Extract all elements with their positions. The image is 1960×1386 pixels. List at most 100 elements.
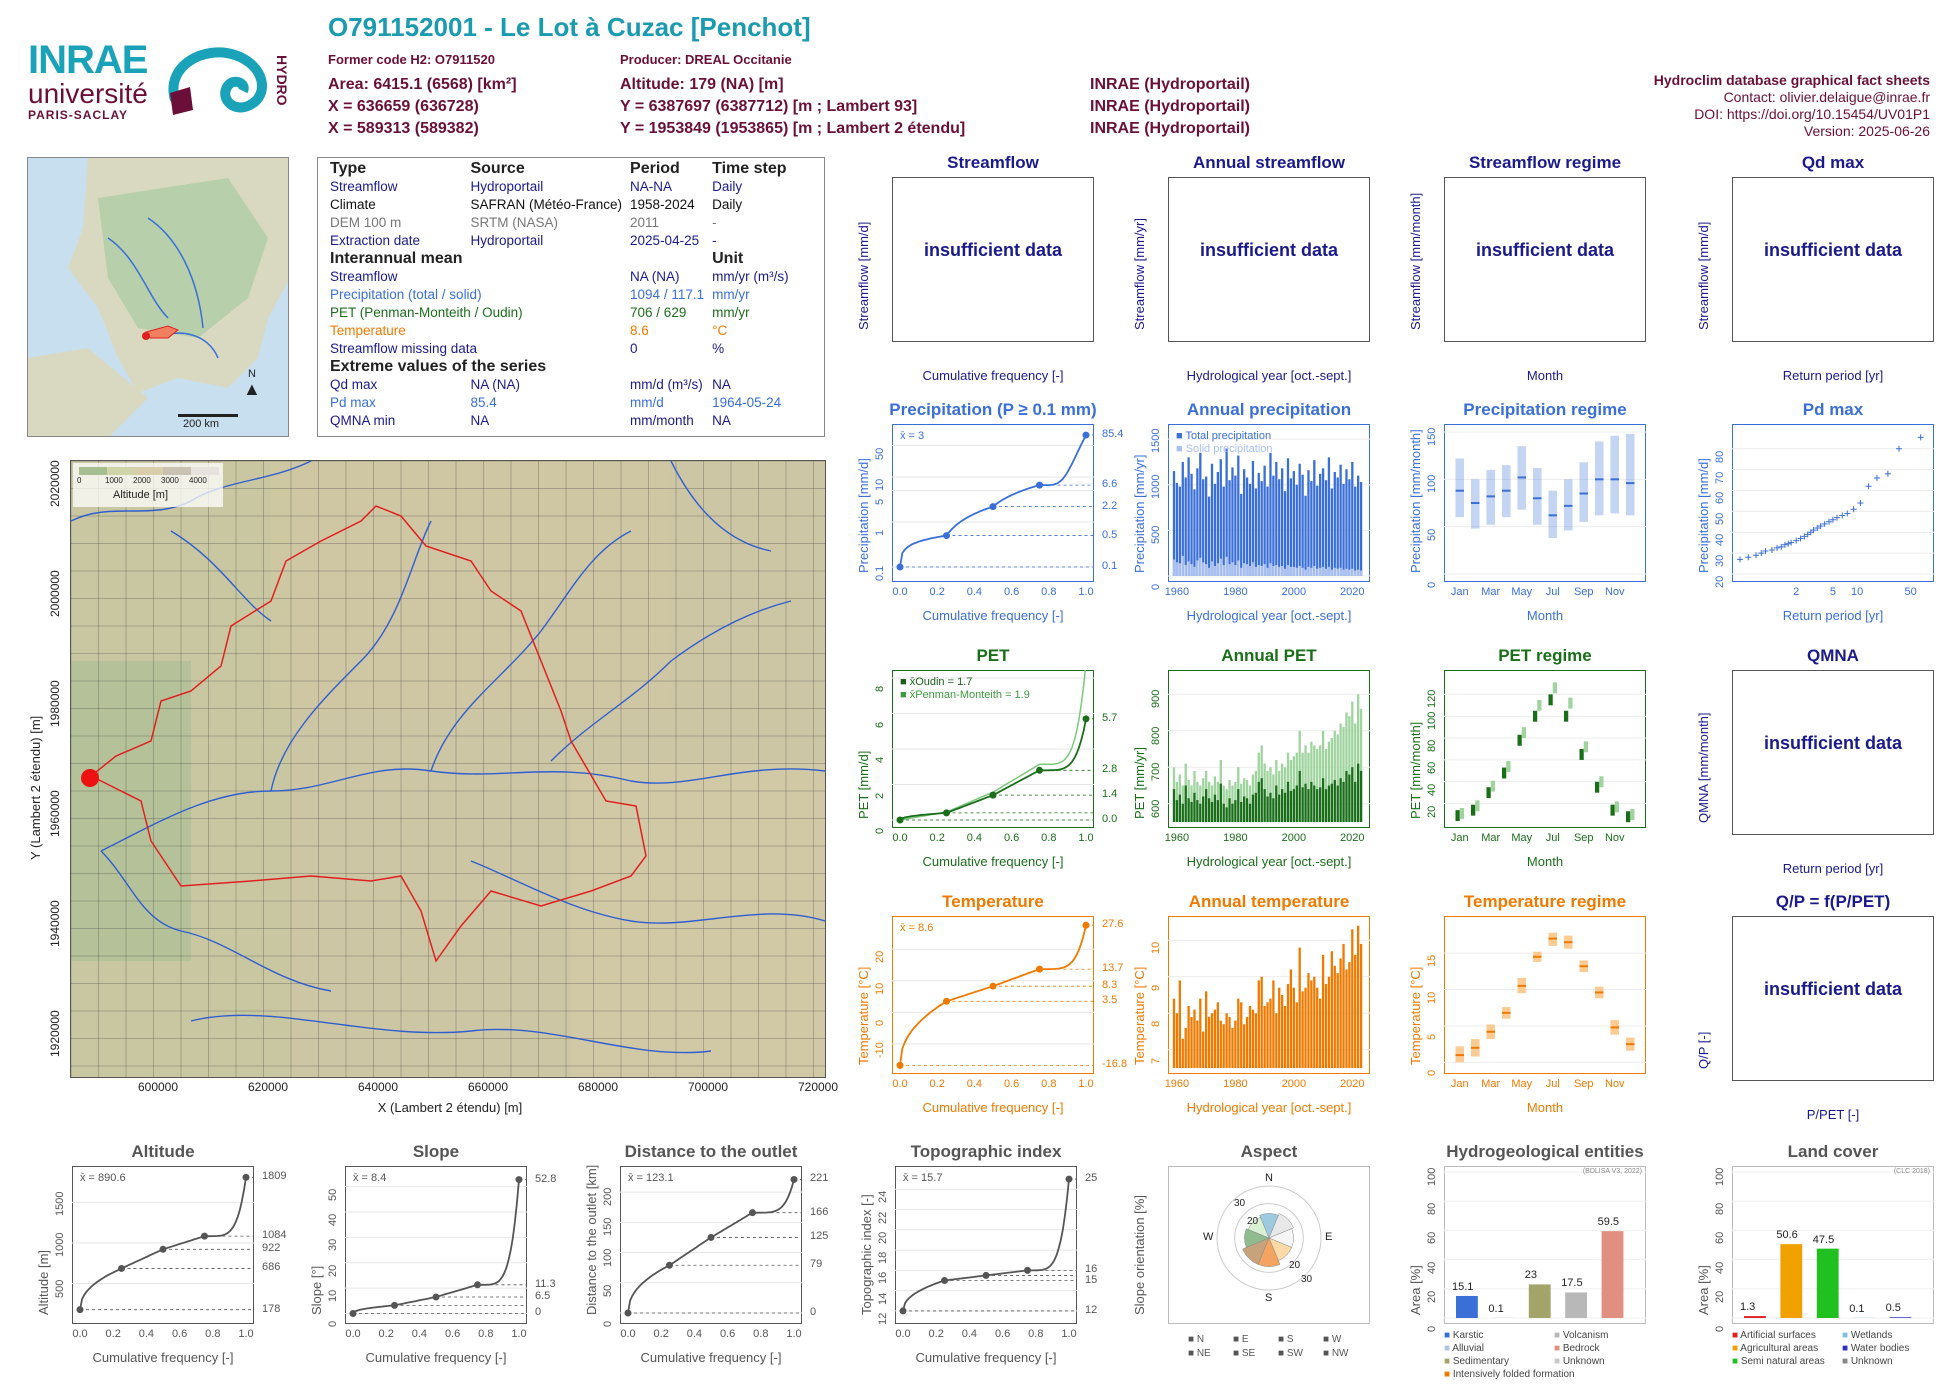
map-xtick: 660000 xyxy=(467,1080,509,1094)
pet_regime-box xyxy=(1532,710,1538,722)
slope-xtick: 0.8 xyxy=(478,1328,494,1340)
annual_temp-xtick: 1960 xyxy=(1164,1078,1190,1090)
q_p-ylabel: Q/P [-] xyxy=(1696,1031,1711,1069)
catchment-boundary xyxy=(89,505,647,963)
annual_streamflow-panel: Annual streamflow Hydrological year [oct.… xyxy=(1132,153,1370,383)
annual_precip-bar xyxy=(1354,486,1357,576)
annual_pet-xtick: 1980 xyxy=(1223,832,1248,844)
distance-right-label: 79 xyxy=(810,1258,823,1271)
legend-label: Artificial surfaces xyxy=(1740,1330,1816,1341)
pd-max-point xyxy=(1865,483,1872,490)
temp_regime-xtick: Mar xyxy=(1481,1078,1501,1090)
annual_temp-bar xyxy=(1330,951,1333,1068)
mean-row: PET (Penman-Monteith / Oudin) 706 / 629 mm… xyxy=(326,304,793,322)
annual_precip-xlabel: Hydrological year [oct.-sept.] xyxy=(1186,608,1352,623)
slope-marker xyxy=(349,1309,357,1317)
annual_precip-bar xyxy=(1260,481,1263,576)
annual_temp-bar xyxy=(1251,1009,1255,1068)
annual_temp-bar xyxy=(1184,1027,1187,1068)
hydrogeo-note: (BDLISA V3, 2022) xyxy=(1582,1168,1642,1175)
precip_regime-panel: Precipitation regime Month Precipitation [… xyxy=(1408,400,1646,623)
annual_pet-bar xyxy=(1190,801,1193,822)
extreme-header: Extreme values of the series xyxy=(326,358,793,376)
map-ytick: 2000000 xyxy=(48,570,62,617)
info-row-cell: DEM 100 m xyxy=(330,215,402,230)
qmna-title: QMNA xyxy=(1807,646,1859,665)
slope-ytick: 40 xyxy=(327,1213,339,1227)
slope-ytick: 10 xyxy=(327,1289,339,1303)
pd-max-point xyxy=(1774,544,1781,551)
distance-right-label: 221 xyxy=(810,1172,829,1185)
slope-right-label: 11.3 xyxy=(535,1277,556,1290)
annual_streamflow-xlabel: Hydrological year [oct.-sept.] xyxy=(1186,368,1352,383)
annual_precip-bar xyxy=(1281,468,1284,576)
pd-max-point xyxy=(1801,533,1808,540)
precip_cdf-xtick: 0.2 xyxy=(929,586,945,598)
altitude-legend: 0 1000 2000 3000 4000 Altitude [m] xyxy=(73,463,223,507)
annual_precip-bar xyxy=(1222,565,1225,576)
topo-ylabel: Topographic index [-] xyxy=(859,1194,874,1315)
pd-max-point xyxy=(1917,434,1924,441)
distance-ytick: 200 xyxy=(602,1187,614,1207)
hydrogeo-legend-item: ■ Karstic xyxy=(1444,1330,1483,1341)
q_p-frame xyxy=(1732,916,1934,1081)
hydrogeo-legend-item: ■ Unknown xyxy=(1554,1356,1605,1367)
pet_cdf-xtick: 1.0 xyxy=(1078,832,1094,844)
landcover-bar-label: 1.3 xyxy=(1740,1301,1756,1314)
mean-unit: °C xyxy=(712,323,728,338)
precip_cdf-xtick: 1.0 xyxy=(1078,586,1094,598)
topo-marker xyxy=(941,1277,948,1284)
precip_cdf-xtick: 0.8 xyxy=(1041,586,1057,598)
altitude-marker xyxy=(242,1173,250,1181)
annual_precip-bar xyxy=(1202,562,1205,576)
annual_precip-bar xyxy=(1205,564,1208,576)
annual_precip-bar xyxy=(1359,570,1363,576)
streamflow-panel: Streamflow Cumulative frequency [-] Stream… xyxy=(856,153,1094,383)
annual_precip-bar xyxy=(1316,568,1319,576)
annual_temp-bar xyxy=(1213,1009,1217,1068)
legend-swatch: ■ xyxy=(1444,1356,1453,1367)
hydrogeo-bar xyxy=(1565,1292,1588,1318)
temp_regime-xlabel: Month xyxy=(1526,1100,1564,1115)
annual_temp-bar xyxy=(1327,976,1331,1068)
annual_temp-bar xyxy=(1205,991,1208,1068)
mean-header-cell xyxy=(626,250,708,268)
annual_precip-bar xyxy=(1225,556,1228,576)
page-title: O791152001 - Le Lot à Cuzac [Penchot] xyxy=(328,12,811,42)
annual_pet-bar xyxy=(1333,730,1336,822)
pet_regime-box xyxy=(1537,699,1542,711)
annual_precip-bar xyxy=(1313,460,1316,576)
pd-max-point xyxy=(1884,470,1891,477)
temp_cdf-marker xyxy=(1036,965,1043,973)
map-xlabel: X (Lambert 2 étendu) [m] xyxy=(377,1100,523,1115)
precip_regime-ytick: 150 xyxy=(1426,427,1438,446)
altitude-marker xyxy=(118,1264,125,1272)
pet_cdf-series-line xyxy=(899,718,1087,821)
annual_temp-bar xyxy=(1310,980,1313,1068)
hydrogeo-bar xyxy=(1456,1295,1478,1318)
pet_regime-ytick: 100 xyxy=(1426,711,1438,731)
mean-header-cell xyxy=(466,250,626,268)
temp_cdf-marker xyxy=(896,1061,904,1069)
annual_pet-ytick: 800 xyxy=(1150,726,1162,745)
annual_pet-bar xyxy=(1339,723,1342,822)
streamflow-status: insufficient data xyxy=(923,239,1062,260)
annual_precip-bar xyxy=(1354,570,1357,576)
annual_pet-bar xyxy=(1345,770,1348,822)
annual_pet-xtick: 2020 xyxy=(1340,832,1365,844)
annual_precip-bar xyxy=(1292,471,1295,576)
annual_pet-bar xyxy=(1327,785,1331,822)
aspect-slice xyxy=(1242,1237,1270,1265)
hydrogeo-bar-label: 0.1 xyxy=(1488,1302,1504,1315)
annual_precip-bar xyxy=(1266,567,1269,576)
annual_precip-bar xyxy=(1359,482,1363,576)
temp_regime-ylabel: Temperature [°C] xyxy=(1408,966,1423,1065)
pet_cdf-ytick: 0 xyxy=(874,827,886,834)
annual_precip-bar xyxy=(1295,484,1298,576)
annual_pet-bar xyxy=(1289,759,1293,822)
annual_precip-bar xyxy=(1240,493,1243,576)
annual_pet-bar xyxy=(1199,803,1202,822)
altitude-right-label: 1084 xyxy=(262,1229,287,1242)
slope-marker xyxy=(474,1281,481,1289)
qd_max-frame xyxy=(1732,177,1934,342)
